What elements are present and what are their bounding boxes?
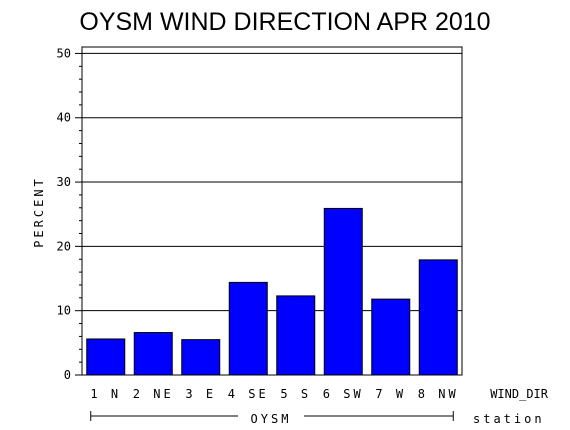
x-axis-label: WIND_DIR <box>490 387 549 401</box>
x-axis: 1 N 2 NE 3 E 4 SE 5 S 6 SW 7 W 8 NW <box>90 387 459 401</box>
gridlines <box>82 52 462 312</box>
x-tick-label: 1 N <box>90 387 121 401</box>
y-tick-label: 20 <box>57 239 71 253</box>
y-axis-label: PERCENT <box>32 176 46 248</box>
bar-1-n <box>86 338 126 376</box>
chart-title: OYSM WIND DIRECTION APR 2010 <box>79 8 490 36</box>
plot-frame <box>81 46 463 376</box>
y-tick-label: 30 <box>57 175 71 189</box>
group-label: OYSM <box>251 412 292 426</box>
y-tick-label: 10 <box>57 304 71 318</box>
bar-3-e <box>181 339 221 376</box>
x-tick-label: 2 NE <box>133 387 174 401</box>
y-tick-label: 40 <box>57 111 71 125</box>
bar-5-s <box>276 295 316 376</box>
bar-6-sw <box>323 207 363 376</box>
x-tick-label: 5 S <box>280 387 311 401</box>
x-tick-label: 6 SW <box>323 387 364 401</box>
bars <box>86 207 458 376</box>
bar-2-ne <box>133 332 173 376</box>
y-tick-label: 50 <box>57 46 71 60</box>
bar-8-nw <box>418 259 458 376</box>
bar-7-w <box>371 298 411 376</box>
x-tick-label: 3 E <box>185 387 216 401</box>
x-tick-label: 7 W <box>375 387 406 401</box>
y-tick-label: 0 <box>64 368 71 382</box>
x-tick-label: 8 NW <box>418 387 459 401</box>
group-bracket <box>90 411 454 421</box>
x-tick-label: 4 SE <box>228 387 269 401</box>
bar-4-se <box>228 281 268 376</box>
group-axis-label: station <box>473 412 545 426</box>
y-axis: 0 10 20 30 40 50 <box>57 46 82 382</box>
